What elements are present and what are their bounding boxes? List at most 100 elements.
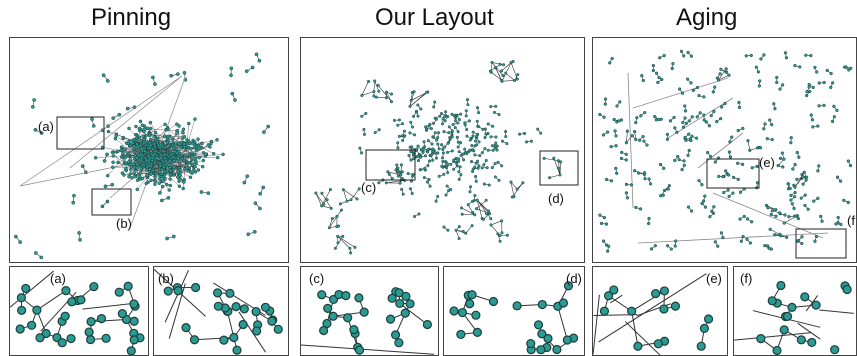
node [166,170,169,173]
node [660,305,668,313]
node [603,216,606,219]
node [454,126,457,129]
node [485,199,488,202]
node [702,114,705,117]
node [417,145,420,148]
node [34,128,37,131]
node [172,156,175,159]
node [154,180,157,183]
node [130,300,138,308]
node [378,128,381,131]
node [116,150,119,153]
node [111,183,114,186]
node [763,244,766,247]
node [342,292,350,300]
node [200,142,203,145]
node [148,134,151,137]
node [687,154,690,157]
node [114,137,117,140]
node [374,131,377,134]
node [401,122,404,125]
node [808,338,816,346]
node [193,118,196,121]
node [160,154,163,157]
node [161,185,164,188]
node [781,84,784,87]
node [497,161,500,164]
node [513,79,516,82]
node [220,336,228,344]
node [398,119,401,122]
node [765,204,768,207]
node [106,174,109,177]
node [698,94,701,97]
node [464,232,467,235]
node [245,70,248,73]
node [435,200,438,203]
node [253,327,261,335]
node [482,218,485,221]
title-pinning: Pinning [91,4,171,32]
edge [502,80,515,81]
node [259,192,262,195]
node [72,201,75,204]
node [164,123,167,126]
node [125,154,128,157]
node [435,157,438,160]
node [772,102,775,105]
node [172,235,175,238]
node [476,120,479,123]
node [470,160,473,163]
node [92,124,95,127]
node [790,194,793,197]
node [634,206,637,209]
node [472,135,475,138]
node [605,178,608,181]
node [167,135,170,138]
node [413,152,416,155]
node [764,123,767,126]
node [430,127,433,130]
node [447,229,450,232]
node [337,241,340,244]
node [757,335,765,343]
node [634,342,642,350]
node [373,80,376,83]
node [788,215,791,218]
node [806,90,809,93]
node [136,179,139,182]
node [385,91,388,94]
node [746,238,749,241]
node [440,165,443,168]
node [183,159,186,162]
node [712,91,715,94]
node [442,152,445,155]
node [427,148,430,151]
node [439,115,442,118]
node [458,178,461,181]
edge [386,180,404,182]
node [145,169,148,172]
node [176,170,179,173]
node [151,159,154,162]
node [720,231,723,234]
node [451,113,454,116]
node [633,130,636,133]
node [451,130,454,133]
node [610,145,613,148]
node [336,235,339,238]
node [98,315,106,323]
edge [506,73,515,80]
node [440,112,443,115]
node [482,128,485,131]
node [452,168,455,171]
node [692,89,695,92]
node [465,115,468,118]
node [418,213,421,216]
node [401,139,404,142]
node [214,289,222,297]
node [356,346,364,354]
node [559,161,562,164]
node [484,147,487,150]
node [833,105,836,108]
